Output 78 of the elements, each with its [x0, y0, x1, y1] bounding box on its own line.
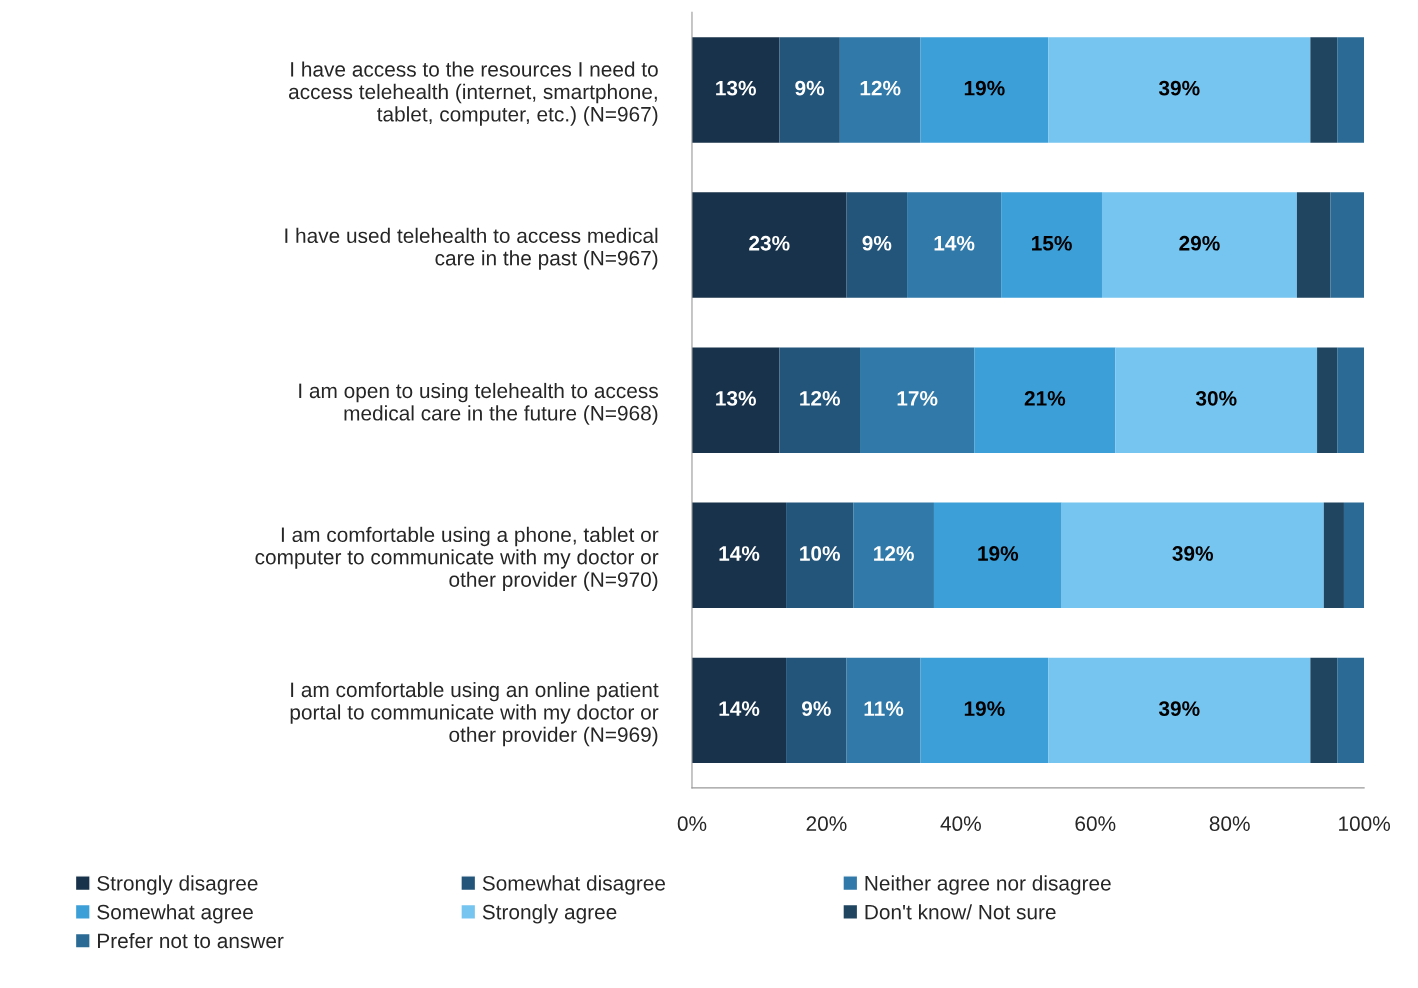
data-label: 9%: [802, 701, 831, 716]
bar: [1310, 657, 1338, 764]
bar: [1310, 37, 1338, 143]
data-label: 29%: [1179, 235, 1220, 251]
bar: [1317, 347, 1338, 453]
data-label: 15%: [1032, 235, 1072, 251]
legend-label: Somewhat agree: [97, 904, 253, 924]
legend-label: Somewhat disagree: [482, 875, 666, 895]
data-label: 9%: [862, 235, 892, 251]
bar: [1048, 657, 1311, 764]
legend-label: Strongly disagree: [97, 875, 258, 895]
bar: [1048, 37, 1311, 143]
legend-label: Don't know/ Not sure: [865, 904, 1056, 920]
bar: [839, 37, 921, 143]
bar: [853, 502, 934, 608]
x-tick-label: 80%: [1209, 816, 1250, 832]
y-tick-label: I have access to the resources I need to access telehealth (internet, smartphone, tablet, computer, etc.) (N=967): [288, 61, 658, 126]
bar: [779, 37, 840, 143]
bar: [691, 37, 780, 143]
bar: [920, 37, 1049, 143]
bar: [860, 347, 975, 453]
data-label: 39%: [1158, 80, 1200, 96]
bar: [691, 347, 780, 453]
bar: [974, 347, 1116, 453]
bar: [1001, 192, 1102, 298]
y-tick-label: I am open to using telehealth to access medical care in the future (N=968): [299, 382, 658, 425]
legend-label: Neither agree nor disagree: [865, 875, 1111, 895]
y-tick-label: I have used telehealth to access medical care in the past (N=967): [285, 227, 658, 270]
data-label: 19%: [964, 80, 1005, 96]
data-label: 17%: [897, 391, 938, 406]
bar: [786, 657, 847, 764]
bar: [1343, 502, 1365, 608]
x-tick-label: 0%: [677, 816, 707, 832]
data-label: 14%: [719, 546, 760, 561]
bar: [1337, 657, 1365, 764]
bar: [1061, 502, 1324, 608]
data-label: 23%: [749, 235, 790, 251]
x-tick-label: 20%: [806, 816, 847, 832]
data-label: 19%: [978, 546, 1019, 561]
data-label: 10%: [800, 546, 840, 561]
data-label: 13%: [716, 80, 756, 96]
bar: [1323, 502, 1344, 608]
x-tick-label: 60%: [1075, 816, 1116, 832]
bar: [1330, 192, 1365, 298]
bar: [1101, 192, 1297, 298]
y-tick-label: I am comfortable using a phone, tablet or computer to communicate with my doctor or other provider (N=970): [255, 526, 659, 592]
legend-label: Strongly agree: [482, 904, 617, 924]
bar: [1337, 347, 1365, 453]
data-label: 12%: [860, 80, 901, 96]
bar: [846, 192, 908, 298]
bar: [1115, 347, 1318, 453]
data-label: 13%: [716, 390, 756, 406]
data-label: 11%: [864, 701, 904, 716]
x-tick-label: 100%: [1339, 816, 1391, 832]
data-label: 21%: [1024, 390, 1066, 406]
bar: [846, 657, 921, 764]
bar: [691, 502, 787, 608]
bar: [779, 347, 861, 453]
bar: [691, 657, 787, 764]
bar: [920, 657, 1049, 764]
data-label: 19%: [964, 701, 1005, 716]
bar: [1337, 37, 1365, 143]
bar: [933, 502, 1062, 608]
data-label: 12%: [800, 390, 840, 406]
y-tick-label: I am comfortable using an online patient portal to communicate with my doctor or other provider (N=969): [290, 681, 659, 747]
bar: [786, 502, 854, 608]
data-label: 30%: [1195, 390, 1237, 406]
x-tick-label: 40%: [940, 816, 981, 832]
legend-label: Prefer not to answer: [98, 932, 284, 949]
data-label: 9%: [795, 80, 825, 96]
data-label: 14%: [719, 701, 760, 716]
data-label: 39%: [1172, 546, 1214, 561]
data-label: 14%: [934, 235, 975, 251]
bar: [691, 192, 847, 298]
data-label: 39%: [1158, 701, 1200, 716]
bar: [907, 192, 1002, 298]
bar: [1296, 192, 1331, 298]
data-label: 12%: [874, 546, 914, 561]
